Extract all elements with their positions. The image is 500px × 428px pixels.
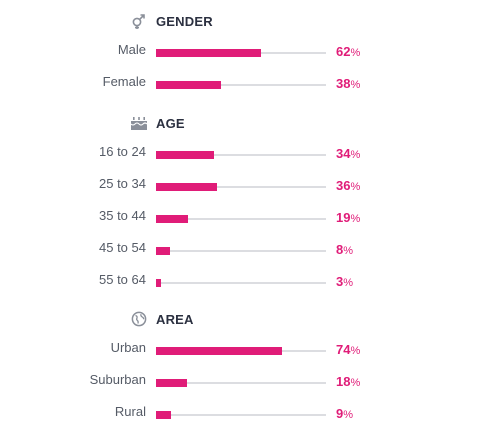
category-label: 25 to 34 [99,176,146,191]
category-label: Rural [114,404,146,419]
value-label: 36% [336,178,361,193]
category-label: Female [102,74,146,89]
bar-row: 55 to 64 3% [0,272,500,289]
value-label: 19% [336,210,361,225]
bar [156,279,161,287]
bar [156,347,282,355]
value-label: 74% [336,342,361,357]
bar [156,151,214,159]
bar-row: Female 38% [0,74,500,91]
bar-row: Male 62% [0,42,500,59]
bar-row: 45 to 54 8% [0,240,500,257]
value-label: 62% [336,44,361,59]
section-title: AGE [156,115,185,131]
bar-row: Suburban 18% [0,372,500,389]
bar-track [156,154,326,156]
bar-track [156,250,326,252]
category-label: 55 to 64 [99,272,146,287]
section-area-header: AREA [130,311,194,327]
bar-row: Urban 74% [0,340,500,357]
bar [156,81,221,89]
value-label: 8% [336,242,354,257]
bar-track [156,414,326,416]
value-label: 9% [336,406,354,421]
section-title: AREA [156,311,194,327]
bar-row: 35 to 44 19% [0,208,500,225]
bar-row: 16 to 24 34% [0,144,500,161]
bar [156,215,188,223]
category-label: 16 to 24 [99,144,146,159]
category-label: Urban [110,340,146,355]
section-gender-header: GENDER [130,13,213,29]
birthday-cake-icon [130,115,148,131]
section-age-header: AGE [130,115,185,131]
bar [156,183,217,191]
value-label: 34% [336,146,361,161]
category-label: 35 to 44 [99,208,146,223]
category-label: Male [117,42,146,57]
bar [156,411,171,419]
bar [156,247,170,255]
value-label: 38% [336,76,361,91]
bar-row: Rural 9% [0,404,500,421]
bar-track [156,382,326,384]
section-title: GENDER [156,13,213,29]
bar-track [156,282,326,284]
value-label: 3% [336,274,354,289]
bar [156,49,261,57]
bar-track [156,186,326,188]
bar-track [156,84,326,86]
bar-row: 25 to 34 36% [0,176,500,193]
bar [156,379,187,387]
value-label: 18% [336,374,361,389]
bar-track [156,218,326,220]
globe-icon [130,311,148,327]
category-label: 45 to 54 [99,240,146,255]
category-label: Suburban [89,372,146,387]
gender-icon [130,13,148,29]
